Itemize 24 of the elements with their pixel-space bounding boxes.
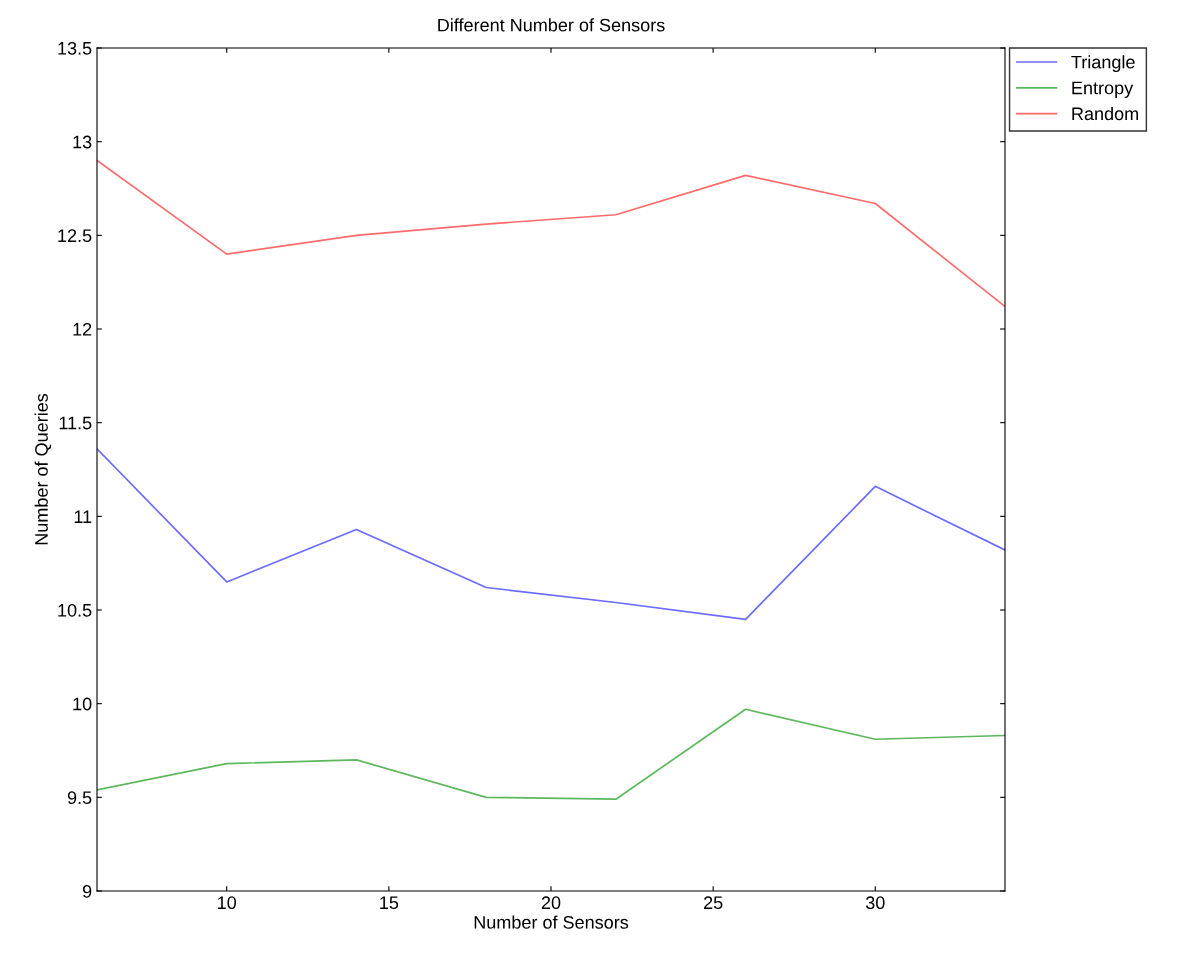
x-tick-label: 20: [541, 896, 561, 910]
y-tick-label: 10.5: [58, 603, 92, 617]
y-tick-label: 9: [82, 884, 92, 898]
x-axis-title: Number of Sensors: [474, 915, 629, 929]
x-tick-label: 30: [865, 896, 885, 910]
x-tick-label: 25: [704, 896, 723, 910]
x-tick-label: 15: [380, 896, 399, 910]
y-tick-label: 9.5: [67, 791, 92, 805]
y-tick-label: 11.5: [59, 416, 92, 430]
y-tick-label: 12.5: [58, 229, 92, 243]
y-tick-label: 10: [73, 697, 92, 711]
line-series: [97, 159, 1005, 308]
y-tick-label: 12: [73, 322, 92, 336]
y-tick-label: 11: [74, 510, 92, 523]
x-tick-label: 10: [218, 896, 237, 910]
y-tick-label: 13.5: [58, 41, 92, 55]
line-series: [97, 708, 1005, 801]
legend-label: Entropy: [1072, 81, 1134, 98]
y-axis-title: Number of Queries: [34, 393, 52, 545]
legend-label: Random: [1072, 106, 1138, 121]
line-series: [97, 448, 1005, 621]
legend-label: Triangle: [1071, 55, 1135, 73]
y-tick-label: 13: [73, 135, 92, 149]
chart-title: Different Number of Sensors: [438, 18, 665, 32]
